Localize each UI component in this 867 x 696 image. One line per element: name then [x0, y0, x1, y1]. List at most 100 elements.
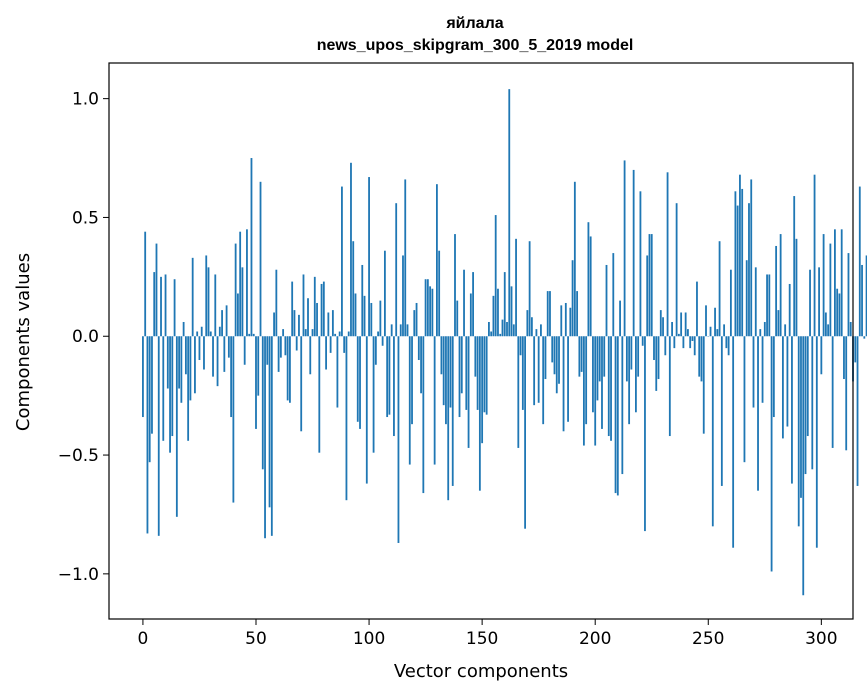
bar-92 — [350, 162, 352, 337]
bar-205 — [605, 264, 608, 337]
bar-188 — [567, 336, 569, 422]
bar-243 — [691, 336, 694, 341]
bar-2 — [146, 336, 149, 534]
bar-84 — [331, 310, 334, 337]
bar-31 — [212, 336, 214, 377]
bar-263 — [736, 205, 739, 337]
bar-246 — [698, 336, 701, 377]
bar-247 — [700, 336, 703, 382]
bar-202 — [598, 336, 601, 382]
bar-60 — [277, 336, 280, 372]
bar-305 — [831, 336, 834, 448]
bar-258 — [725, 336, 728, 349]
bar-249 — [705, 305, 707, 337]
bar-233 — [668, 336, 671, 437]
bar-48 — [250, 158, 253, 337]
bar-56 — [268, 336, 271, 508]
bar-136 — [449, 336, 452, 408]
bar-30 — [209, 331, 212, 337]
bar-281 — [777, 310, 780, 337]
bar-168 — [521, 336, 524, 410]
bar-17 — [180, 336, 183, 403]
bar-172 — [530, 317, 533, 337]
bar-121 — [415, 302, 418, 337]
bar-158 — [499, 333, 502, 337]
bar-193 — [578, 336, 581, 377]
bar-149 — [478, 336, 481, 491]
bar-206 — [607, 336, 610, 437]
bar-189 — [569, 307, 572, 337]
bar-161 — [506, 321, 508, 337]
bar-126 — [426, 279, 429, 337]
bar-143 — [465, 336, 468, 410]
bar-257 — [723, 324, 726, 337]
bar-286 — [788, 283, 791, 337]
bar-285 — [786, 336, 789, 427]
bar-222 — [644, 336, 646, 532]
bar-319 — [863, 336, 866, 339]
bar-37 — [225, 305, 228, 337]
bar-120 — [413, 310, 416, 337]
bar-138 — [454, 234, 456, 337]
y-tick-label: 0.0 — [72, 327, 99, 347]
bar-93 — [352, 241, 355, 337]
bar-170 — [526, 310, 529, 337]
bar-57 — [270, 336, 273, 536]
bar-239 — [682, 336, 685, 349]
bar-310 — [843, 336, 845, 380]
bar-49 — [252, 333, 255, 337]
bar-63 — [284, 336, 287, 356]
bar-190 — [571, 260, 574, 337]
bar-229 — [659, 310, 662, 337]
x-tick-label: 150 — [466, 629, 498, 649]
bar-117 — [406, 324, 409, 337]
bar-85 — [334, 333, 337, 337]
x-axis-ticks: 0 50 100 150 200 250 300 — [138, 619, 838, 649]
bar-148 — [476, 336, 479, 410]
bar-118 — [408, 336, 411, 465]
x-tick-label: 50 — [245, 629, 267, 649]
bar-114 — [399, 324, 402, 337]
bar-58 — [273, 312, 275, 337]
bar-24 — [196, 331, 199, 337]
bar-151 — [483, 336, 486, 413]
bar-176 — [540, 324, 542, 337]
y-tick-label: 1.0 — [72, 90, 99, 110]
bar-62 — [282, 329, 285, 337]
bar-68 — [295, 336, 298, 351]
bar-16 — [178, 336, 181, 389]
bar-145 — [469, 293, 472, 337]
bar-14 — [173, 279, 176, 337]
bar-78 — [318, 336, 321, 453]
bar-47 — [248, 333, 251, 337]
bar-140 — [458, 336, 461, 418]
bar-262 — [734, 191, 737, 337]
bar-309 — [840, 229, 843, 337]
bar-284 — [784, 324, 787, 337]
bar-175 — [537, 336, 540, 403]
bar-256 — [720, 336, 723, 486]
bar-69 — [298, 314, 300, 337]
bar-209 — [614, 336, 617, 494]
bar-219 — [637, 336, 640, 377]
bar-267 — [745, 260, 748, 337]
bar-44 — [241, 267, 244, 337]
bar-42 — [237, 293, 239, 337]
bar-260 — [729, 269, 732, 337]
bar-292 — [802, 336, 805, 596]
x-tick-label: 300 — [805, 629, 837, 649]
bar-52 — [259, 181, 262, 337]
bar-22 — [191, 257, 194, 337]
bar-155 — [492, 295, 495, 337]
bar-25 — [198, 336, 201, 361]
bar-71 — [302, 274, 305, 337]
bar-75 — [311, 329, 314, 337]
bar-171 — [528, 241, 531, 337]
bar-248 — [702, 336, 705, 434]
bar-110 — [390, 324, 393, 337]
bar-100 — [368, 177, 370, 337]
bar-203 — [601, 336, 603, 429]
bar-46 — [246, 229, 248, 337]
y-tick-label: 0.5 — [72, 208, 99, 228]
bar-210 — [616, 336, 619, 496]
